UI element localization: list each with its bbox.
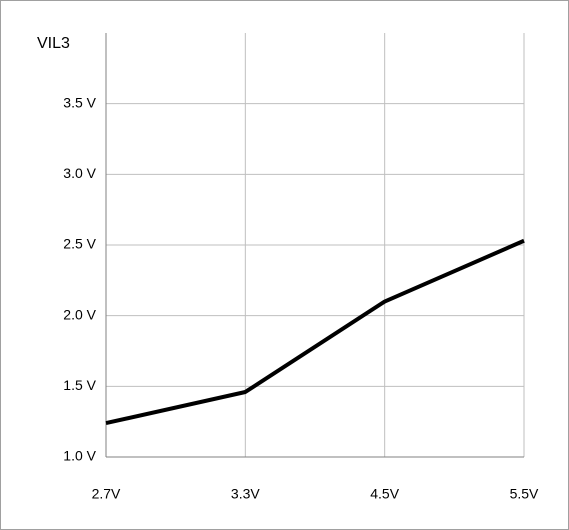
y-tick-label: 3.0 V bbox=[63, 165, 96, 181]
y-tick-label: 2.0 V bbox=[63, 306, 96, 322]
chart-title: VIL3 bbox=[37, 35, 70, 52]
data-line bbox=[105, 238, 525, 426]
x-tick-label: 2.7V bbox=[92, 486, 121, 502]
y-tick-label: 2.5 V bbox=[63, 236, 96, 252]
y-tick-label: 3.5 V bbox=[63, 94, 96, 110]
y-tick-label: 1.5 V bbox=[63, 377, 96, 393]
y-tick-label: 1.0 V bbox=[63, 448, 96, 464]
x-tick-label: 4.5V bbox=[370, 486, 399, 502]
x-tick-label: 5.5V bbox=[510, 486, 539, 502]
x-tick-label: 3.3V bbox=[231, 486, 260, 502]
